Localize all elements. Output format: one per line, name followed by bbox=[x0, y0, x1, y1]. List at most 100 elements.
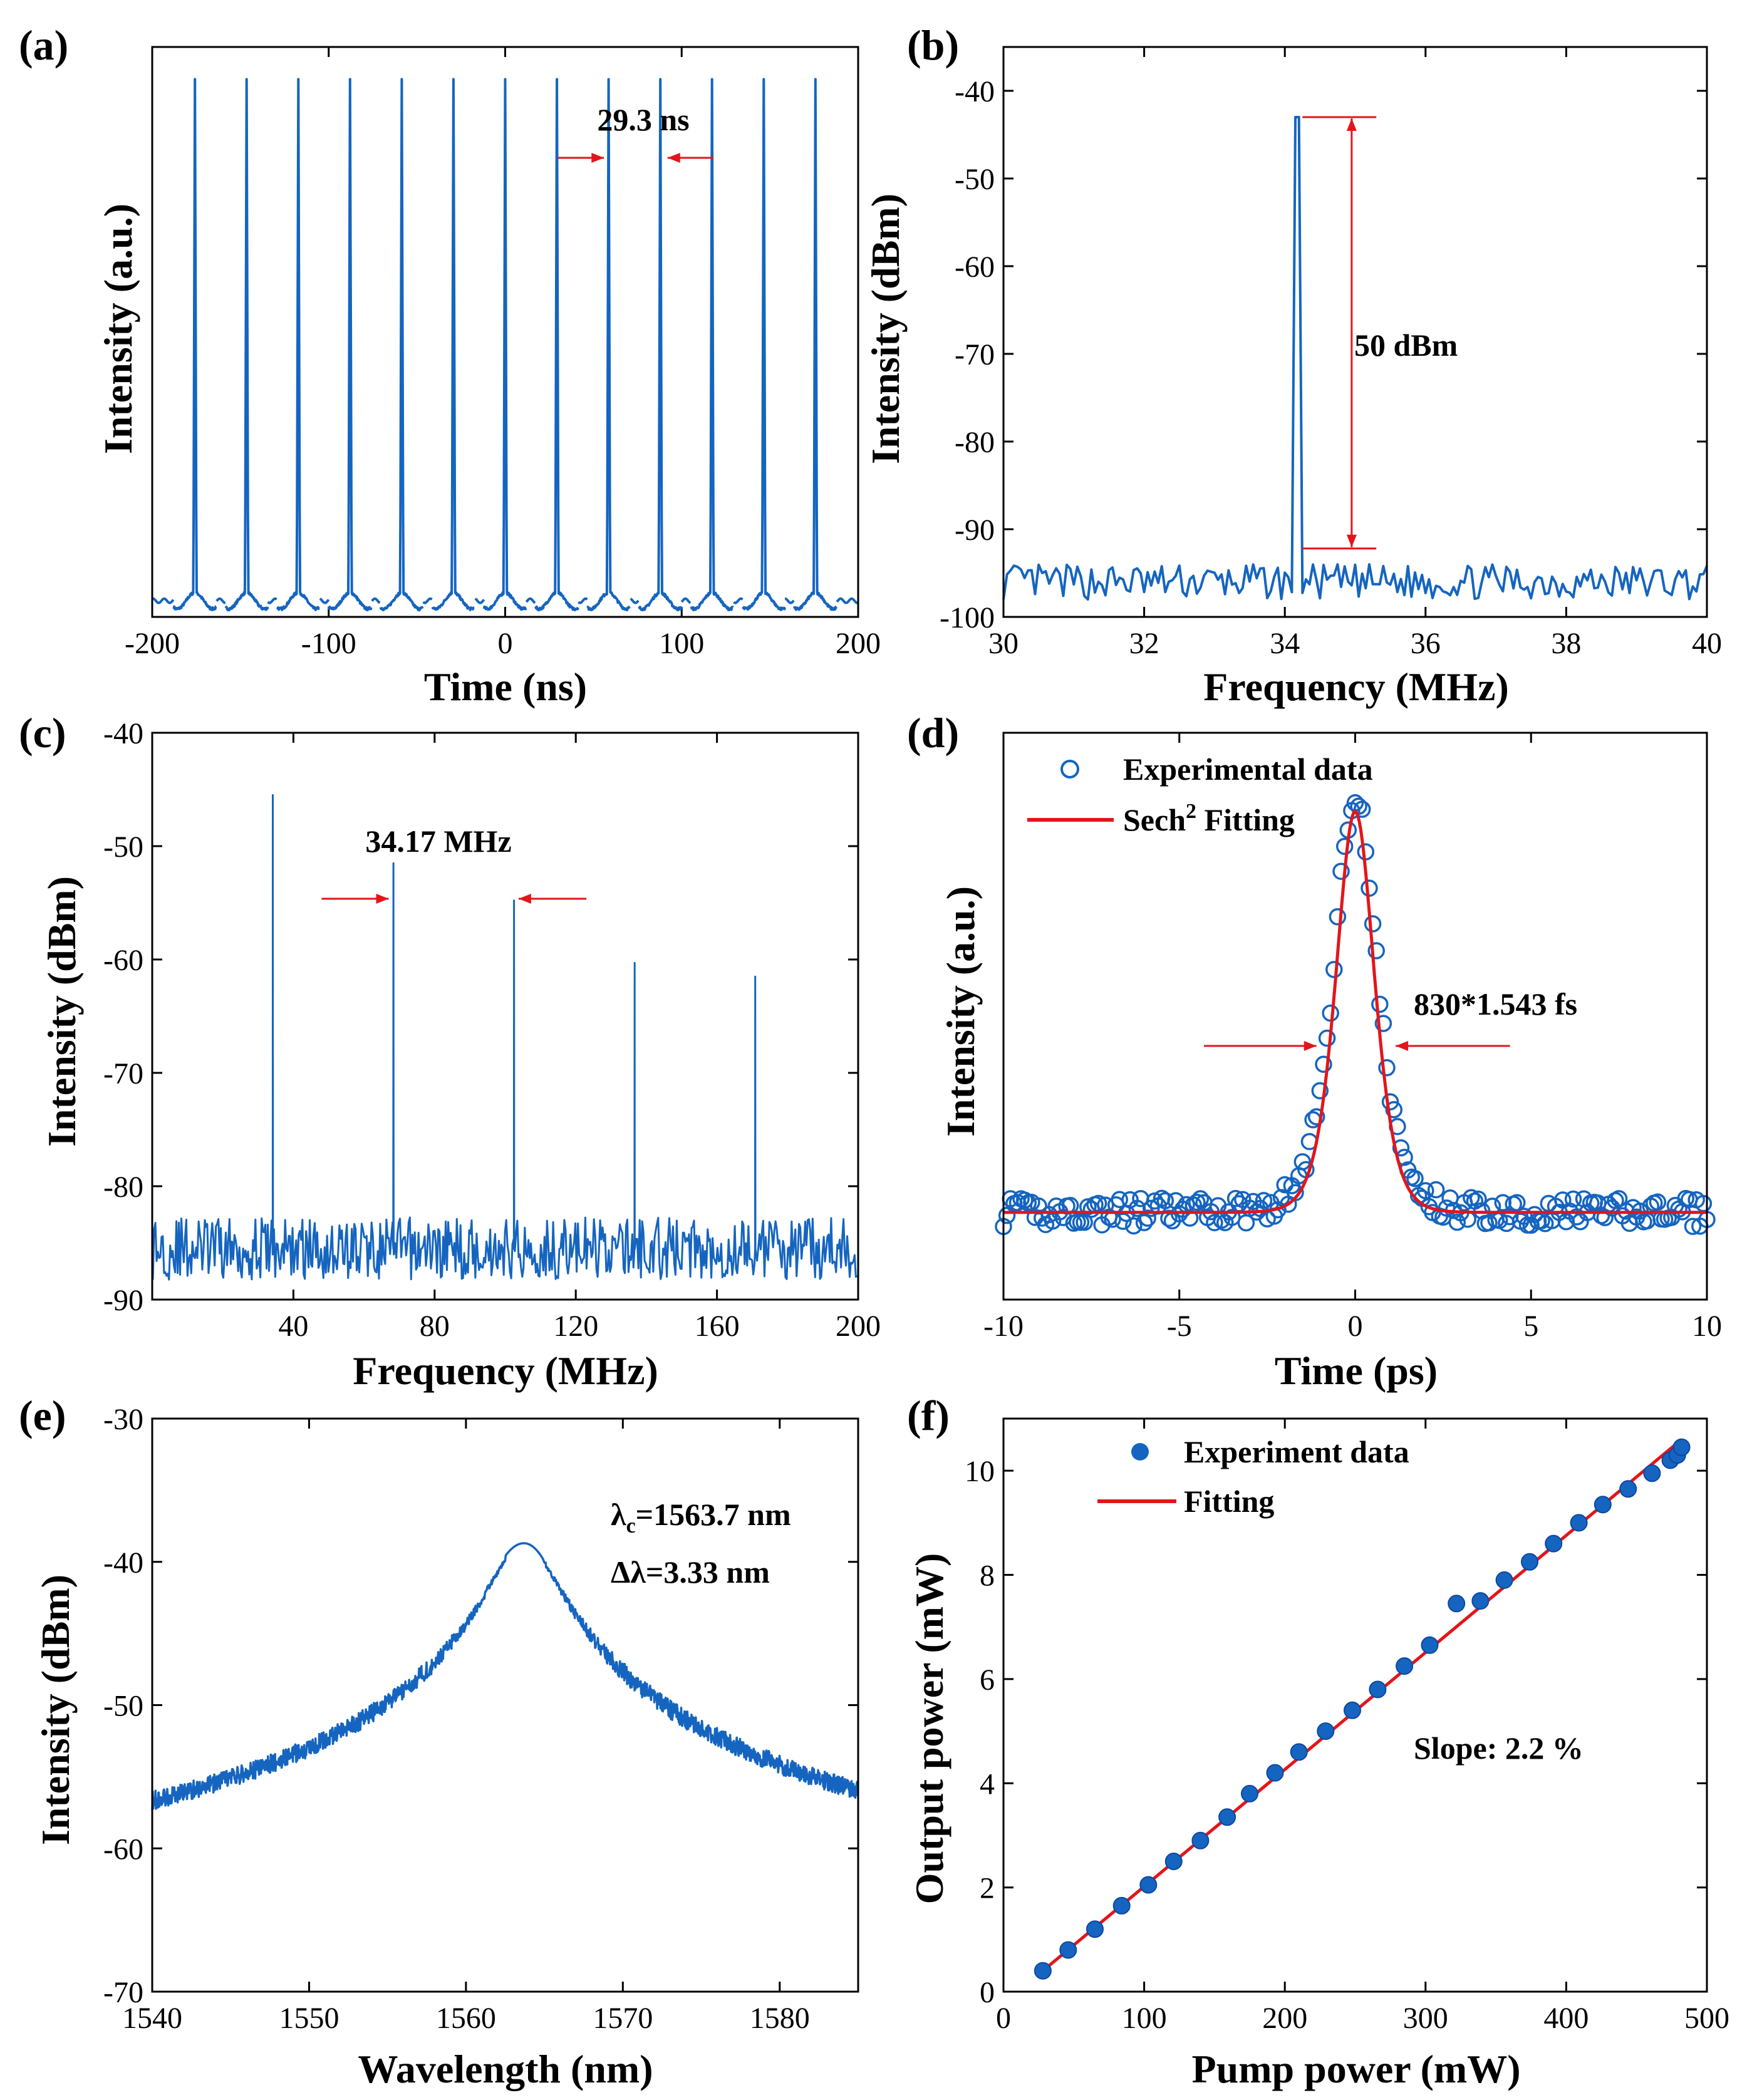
plot-frame-f bbox=[1002, 1417, 1708, 1993]
plot-area-d: -10 -5 0 5 10 bbox=[983, 732, 1722, 1343]
data-point-d-117 bbox=[1406, 1170, 1424, 1187]
pulse-11 bbox=[741, 78, 787, 611]
x-tick-label-b-2: 34 bbox=[1270, 627, 1300, 660]
data-point-d-186 bbox=[1649, 1193, 1667, 1211]
data-point-d-175 bbox=[1610, 1190, 1628, 1208]
data-point-d-55 bbox=[1188, 1193, 1206, 1211]
data-point-d-94 bbox=[1325, 961, 1343, 978]
annotation-fwhm-e: Δλ=3.33 nm bbox=[611, 1554, 770, 1590]
y-tick-label-b-1: -90 bbox=[955, 514, 995, 547]
spacing-arrow-right-c-head bbox=[518, 894, 531, 904]
panel-label-b: (b) bbox=[907, 21, 959, 69]
y-tick-label-b-2: -80 bbox=[955, 426, 995, 459]
data-point-d-110 bbox=[1381, 1093, 1399, 1110]
panel-a: (a) -200 -100 0 100 200 Time (ns) Intensity … bbox=[19, 21, 881, 709]
data-point-f-1 bbox=[1059, 1941, 1077, 1959]
pulse-1 bbox=[224, 78, 269, 612]
panel-c: (c) 40 80 120 160 200 -90 -80 -70 -60 -50 -40 Freq… bbox=[19, 709, 881, 1393]
y-tick-label-e-1: -60 bbox=[103, 1833, 143, 1866]
panel-label-d: (d) bbox=[907, 709, 959, 757]
data-point-d-32 bbox=[1107, 1196, 1125, 1214]
data-point-d-162 bbox=[1564, 1190, 1582, 1208]
pulse-4 bbox=[379, 78, 424, 612]
x-axis-label-d: Time (ps) bbox=[1275, 1348, 1438, 1393]
data-point-f-27 bbox=[1672, 1438, 1691, 1456]
data-point-f-0 bbox=[1034, 1962, 1052, 1980]
data-point-d-113 bbox=[1392, 1139, 1410, 1157]
data-point-d-40 bbox=[1135, 1214, 1153, 1231]
data-point-f-2 bbox=[1086, 1920, 1104, 1938]
pulse-0 bbox=[172, 78, 217, 611]
baseline-5 bbox=[422, 597, 433, 604]
rf-wide-spectrum-line bbox=[152, 794, 858, 1281]
data-point-d-135 bbox=[1470, 1190, 1487, 1208]
x-tick-label-a-0: -200 bbox=[125, 627, 180, 660]
data-point-d-89 bbox=[1307, 1108, 1325, 1125]
x-tick-label-a-2: 0 bbox=[498, 627, 513, 660]
spacing-arrow-right-c bbox=[518, 894, 587, 904]
y-tick-label-e-0: -70 bbox=[103, 1976, 143, 2009]
legend-fit-base-d: Sech bbox=[1123, 802, 1186, 837]
baseline-6 bbox=[474, 597, 485, 604]
data-point-f-18 bbox=[1495, 1571, 1513, 1589]
data-point-d-74 bbox=[1255, 1192, 1273, 1209]
annotation-period-a: 29.3 ns bbox=[597, 102, 689, 137]
data-point-d-6 bbox=[1015, 1191, 1034, 1209]
x-tick-label-e-1: 1550 bbox=[279, 2002, 339, 2035]
anno-lambda-rest-e: =1563.7 nm bbox=[636, 1497, 791, 1532]
baseline-12 bbox=[784, 597, 795, 604]
data-point-d-97 bbox=[1335, 837, 1354, 856]
plot-area-b: 30 32 34 36 38 40 -100 -90 -80 -70 -60 -50 -40 bbox=[940, 46, 1722, 660]
pulse-9 bbox=[638, 78, 683, 612]
y-axis-label-d: Intensity (a.u.) bbox=[938, 886, 983, 1137]
data-point-d-146 bbox=[1508, 1194, 1526, 1211]
x-tick-label-d-1: -5 bbox=[1167, 1310, 1192, 1343]
baseline-7 bbox=[525, 597, 536, 604]
x-tick-label-e-4: 1580 bbox=[750, 2002, 810, 2035]
data-point-f-21 bbox=[1570, 1514, 1588, 1532]
x-tick-label-e-2: 1560 bbox=[436, 2002, 496, 2035]
y-tick-label-e-3: -40 bbox=[103, 1546, 143, 1580]
annotation-snr-b: 50 dBm bbox=[1354, 328, 1458, 363]
baseline-13 bbox=[836, 597, 859, 604]
baseline-0 bbox=[152, 597, 175, 604]
baseline-8 bbox=[578, 597, 588, 604]
x-tick-label-f-2: 200 bbox=[1262, 2002, 1307, 2035]
data-point-d-37 bbox=[1125, 1217, 1143, 1235]
y-tick-label-c-5: -40 bbox=[103, 717, 143, 750]
data-point-d-120 bbox=[1417, 1182, 1434, 1199]
baseline-1 bbox=[215, 597, 226, 604]
snr-arrow-down-b-head bbox=[1346, 534, 1357, 547]
baseline-3 bbox=[319, 597, 330, 604]
anno-lambda-sub-e: c bbox=[626, 1514, 636, 1538]
period-arrow-left-a-head bbox=[591, 153, 604, 163]
x-tick-label-c-3: 160 bbox=[695, 1310, 740, 1343]
y-tick-label-e-2: -50 bbox=[103, 1690, 143, 1723]
data-point-d-196 bbox=[1684, 1218, 1702, 1235]
pulse-12 bbox=[793, 78, 837, 611]
x-tick-label-b-5: 40 bbox=[1692, 627, 1722, 660]
period-arrow-right-a bbox=[667, 153, 713, 163]
panel-label-a: (a) bbox=[19, 21, 68, 69]
pulse-2 bbox=[276, 78, 320, 611]
x-axis-label-c: Frequency (MHz) bbox=[353, 1348, 658, 1393]
data-point-d-85 bbox=[1293, 1153, 1312, 1171]
legend-label-fit-d: Sech2 Fitting bbox=[1123, 800, 1295, 837]
plot-area-c: 40 80 120 160 200 -90 -80 -70 -60 -50 -40 bbox=[103, 717, 881, 1343]
legend-f: Experiment data Fitting bbox=[1097, 1434, 1409, 1519]
legend-label-experiment-f: Experiment data bbox=[1184, 1434, 1409, 1469]
x-tick-label-b-1: 32 bbox=[1129, 627, 1159, 660]
y-axis-label-a: Intensity (a.u.) bbox=[96, 204, 140, 454]
data-point-d-107 bbox=[1371, 995, 1389, 1013]
x-tick-label-b-0: 30 bbox=[988, 627, 1019, 660]
panel-e: (e) 1540 1550 1560 1570 1580-70-60-50-40-30 … bbox=[19, 1392, 859, 2091]
data-point-f-14 bbox=[1396, 1657, 1414, 1675]
x-tick-label-c-1: 80 bbox=[420, 1310, 450, 1343]
data-point-f-19 bbox=[1521, 1553, 1538, 1571]
data-point-f-3 bbox=[1112, 1896, 1131, 1915]
baseline-9 bbox=[630, 597, 640, 604]
y-tick-label-b-0: -100 bbox=[940, 601, 995, 634]
y-tick-label-b-6: -40 bbox=[955, 75, 995, 108]
data-point-d-24 bbox=[1079, 1198, 1097, 1216]
